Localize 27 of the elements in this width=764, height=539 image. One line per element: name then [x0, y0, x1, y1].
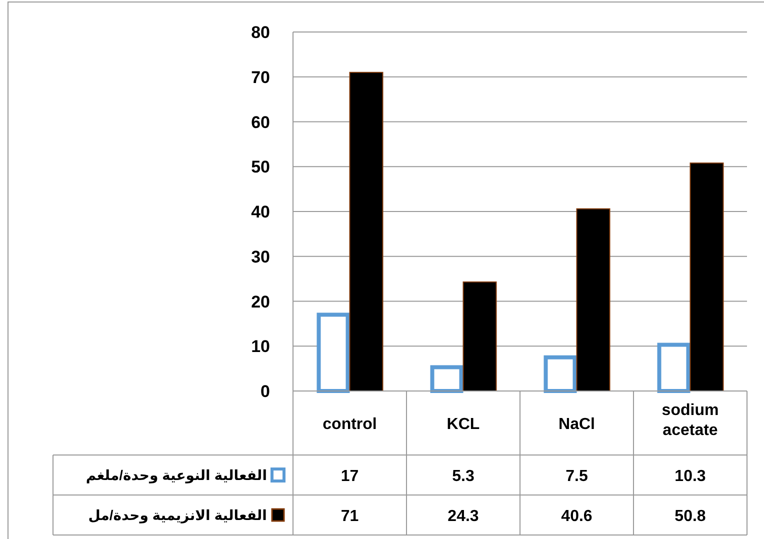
- bar: [349, 72, 384, 392]
- y-tick-label: 40: [251, 202, 270, 222]
- x-tick-label: control: [322, 416, 377, 433]
- data-label: 50.8: [674, 508, 706, 525]
- data-label: 7.5: [566, 468, 588, 485]
- bar: [690, 162, 724, 392]
- data-label: 24.3: [448, 508, 479, 525]
- data-label: 40.6: [561, 508, 592, 525]
- x-tick-label: NaCl: [558, 416, 595, 433]
- bar: [462, 281, 497, 392]
- legend-label: الفعالية النوعية وحدة/ملغم: [86, 467, 267, 484]
- y-tick-label: 80: [251, 23, 270, 42]
- y-tick-label: 20: [251, 292, 270, 312]
- y-tick-label: 10: [251, 337, 270, 356]
- y-tick-label: 70: [251, 68, 270, 87]
- x-tick-label: sodium acetate: [662, 402, 719, 439]
- data-label: 17: [340, 468, 359, 485]
- y-tick-label: 30: [251, 247, 270, 266]
- y-tick-label: 0: [260, 382, 270, 401]
- x-tick-label: KCL: [446, 416, 480, 433]
- legend-label: الفعالية الانزيمية وحدة/مل: [88, 507, 267, 524]
- data-label: 5.3: [452, 468, 474, 485]
- y-tick-label: 50: [251, 158, 270, 177]
- data-label: 10.3: [674, 468, 706, 485]
- bar: [576, 208, 610, 392]
- y-tick-label: 60: [251, 112, 270, 132]
- data-label: 71: [340, 508, 359, 525]
